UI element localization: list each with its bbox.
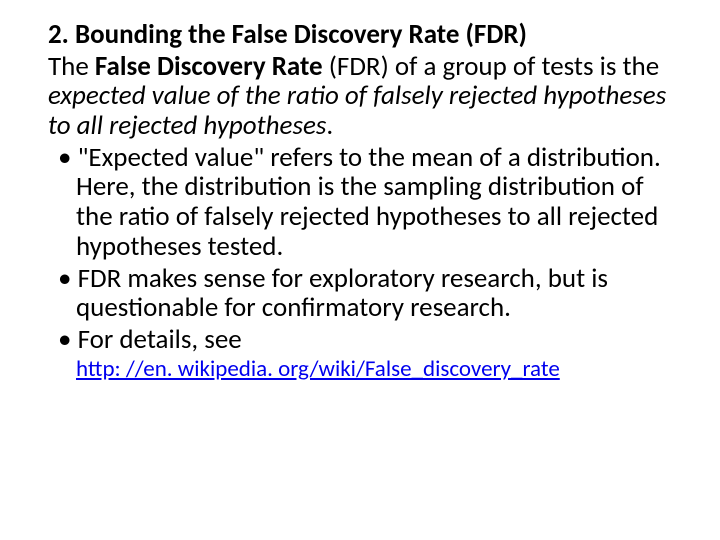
section-heading: 2. Bounding the False Discovery Rate (FD…: [48, 20, 672, 50]
definition-suffix: .: [326, 109, 333, 142]
definition-term: False Discovery Rate: [95, 50, 323, 83]
list-item: For details, see: [48, 325, 672, 355]
bullet-list: "Expected value" refers to the mean of a…: [48, 143, 672, 355]
definition-italic: expected value of the ratio of falsely r…: [48, 79, 666, 142]
list-item: FDR makes sense for exploratory research…: [48, 264, 672, 323]
slide: 2. Bounding the False Discovery Rate (FD…: [0, 0, 720, 540]
list-item: "Expected value" refers to the mean of a…: [48, 143, 672, 262]
definition-text: The False Discovery Rate (FDR) of a grou…: [48, 52, 672, 141]
reference-link[interactable]: http: //en. wikipedia. org/wiki/False_di…: [48, 357, 672, 382]
definition-prefix: The: [48, 50, 95, 83]
definition-middle: (FDR) of a group of tests is the: [323, 50, 660, 83]
